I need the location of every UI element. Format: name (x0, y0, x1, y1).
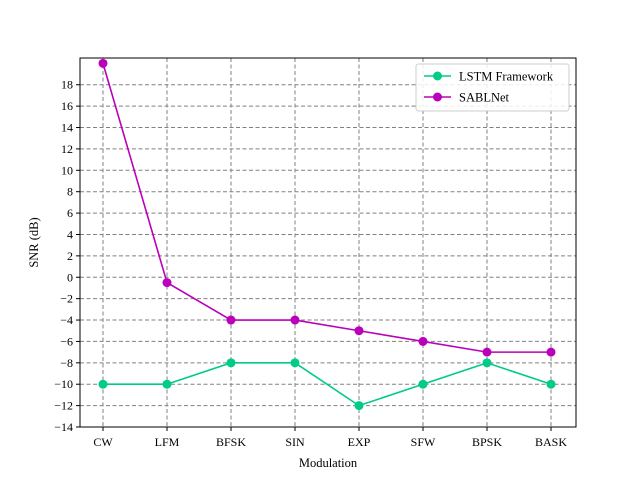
x-axis-ticks: CW LFM BFSK SIN EXP SFW BPSK BASK (93, 427, 567, 449)
data-point (482, 347, 492, 357)
y-tick-label: 10 (61, 163, 73, 177)
legend-box (415, 63, 570, 112)
series-lines (102, 63, 552, 407)
data-point (546, 379, 556, 389)
data-point (482, 358, 492, 368)
y-tick-label: 16 (61, 99, 73, 113)
x-tick-label: BASK (535, 435, 567, 449)
y-tick-label: 14 (61, 121, 73, 135)
y-tick-label: −14 (54, 420, 73, 434)
y-tick-label: 8 (67, 185, 73, 199)
data-point (98, 379, 108, 389)
y-tick-label: −4 (60, 313, 73, 327)
grid-lines (80, 58, 576, 428)
legend: LSTM Framework SABLNet (415, 63, 570, 112)
x-tick-label: SIN (285, 435, 305, 449)
legend-label: SABLNet (459, 91, 510, 105)
x-tick-label: EXP (348, 435, 371, 449)
y-axis-title: SNR (dB) (27, 217, 41, 267)
x-tick-label: CW (93, 435, 113, 449)
y-tick-label: −6 (60, 334, 73, 348)
data-point (162, 278, 172, 288)
y-tick-label: 0 (67, 270, 73, 284)
data-point (546, 347, 556, 357)
y-tick-label: 4 (67, 227, 73, 241)
legend-marker (433, 92, 442, 102)
x-tick-label: BFSK (216, 435, 246, 449)
plot-frame (79, 57, 577, 428)
data-point (418, 336, 428, 346)
x-tick-label: SFW (411, 435, 436, 449)
y-tick-label: 12 (61, 142, 73, 156)
y-tick-label: −8 (60, 356, 73, 370)
x-axis-title: Modulation (299, 456, 358, 470)
series-points (98, 58, 556, 411)
legend-label: LSTM Framework (459, 70, 554, 84)
data-point (354, 326, 364, 336)
data-point (418, 379, 428, 389)
series-line-1 (102, 63, 551, 353)
x-tick-label: LFM (155, 435, 180, 449)
data-point (290, 358, 300, 368)
y-tick-label: 6 (67, 206, 73, 220)
y-tick-label: −10 (54, 377, 73, 391)
legend-marker (433, 71, 442, 81)
y-tick-label: −12 (54, 399, 73, 413)
y-tick-label: 18 (61, 78, 73, 92)
y-axis-ticks: −14 −12 −10 −8 −6 −4 −2 0 2 4 6 8 10 12 14 16 18 (54, 78, 80, 434)
series-line-0 (103, 361, 552, 407)
data-point (354, 401, 364, 411)
data-point (226, 358, 236, 368)
data-point (98, 58, 108, 68)
data-point (226, 315, 236, 325)
data-point (290, 315, 300, 325)
y-tick-label: 2 (67, 249, 73, 263)
y-tick-label: −2 (60, 292, 73, 306)
data-point (162, 379, 172, 389)
x-tick-label: BPSK (472, 435, 502, 449)
